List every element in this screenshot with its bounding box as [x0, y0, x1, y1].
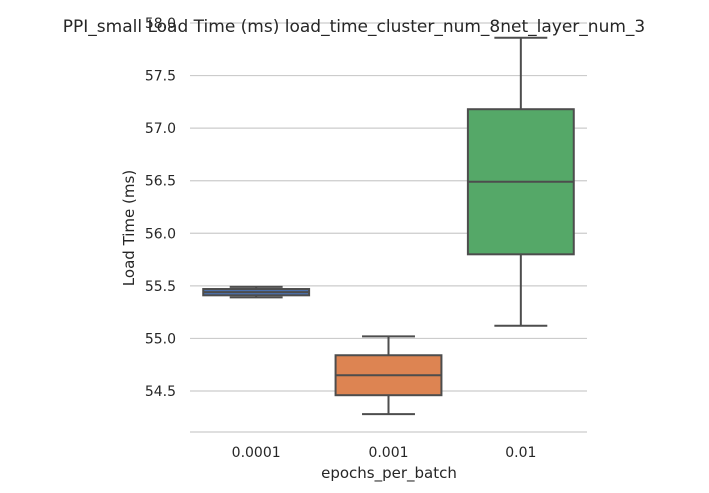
y-tick-label: 56.5	[145, 174, 176, 190]
box-group	[466, 36, 575, 327]
y-tick-label: 56.0	[145, 226, 176, 242]
boxes	[202, 36, 575, 416]
x-axis-label: epochs_per_batch	[321, 464, 457, 483]
x-tick-label: 0.001	[368, 445, 408, 461]
box-group	[334, 335, 443, 416]
y-tick-label: 54.5	[145, 384, 176, 400]
y-tick-label: 55.0	[145, 331, 176, 347]
y-tick-label: 58.0	[145, 16, 176, 32]
chart-title: PPI_small Load Time (ms) load_time_clust…	[63, 17, 645, 37]
y-tick-label: 55.5	[145, 279, 176, 295]
x-tick-label: 0.01	[505, 445, 536, 461]
y-tick-labels: 54.5 55.0 55.5 56.0 56.5 57.0 57.5 58.0	[145, 16, 176, 400]
x-tick-labels: 0.0001 0.001 0.01	[232, 445, 537, 461]
grid-lines	[190, 22, 587, 392]
y-axis-label: Load Time (ms)	[120, 170, 138, 286]
y-tick-label: 57.0	[145, 121, 176, 137]
y-tick-label: 57.5	[145, 69, 176, 85]
x-tick-label: 0.0001	[232, 445, 281, 461]
box-group	[202, 285, 311, 299]
